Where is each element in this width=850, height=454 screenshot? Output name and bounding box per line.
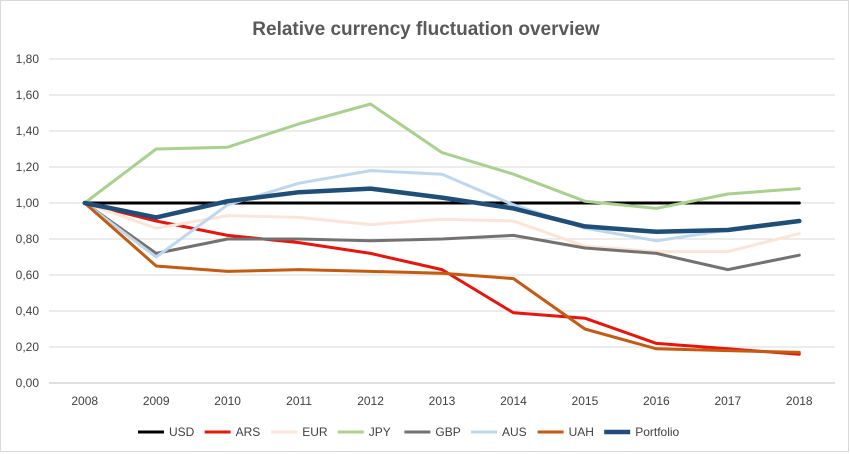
legend-item-gbp: GBP <box>404 425 461 439</box>
x-tick-label: 2016 <box>643 394 670 408</box>
series-line-eur <box>83 201 801 254</box>
x-tick-label: 2013 <box>429 394 456 408</box>
legend-item-portfolio: Portfolio <box>604 425 680 439</box>
x-tick-label: 2010 <box>214 394 241 408</box>
y-tick-label: 0,40 <box>16 304 40 318</box>
legend-label: USD <box>169 425 195 439</box>
series-lines <box>82 102 802 356</box>
x-tick-label: 2012 <box>357 394 384 408</box>
chart-title: Relative currency fluctuation overview <box>252 19 600 40</box>
series-line-aus <box>83 169 801 259</box>
gridlines <box>49 58 835 384</box>
series-line-jpy <box>83 102 801 210</box>
legend-item-uah: UAH <box>537 425 594 439</box>
legend-label: EUR <box>302 425 328 439</box>
x-tick-label: 2017 <box>714 394 741 408</box>
legend: USD ARS EUR JPY GBP AUS UAH Portfolio <box>138 425 680 439</box>
y-axis-ticks: 0,00 0,20 0,40 0,60 0,80 1,00 1,20 1,40 1,60 1,80 <box>16 52 40 390</box>
series-line-gbp <box>83 201 801 272</box>
legend-label: Portfolio <box>635 425 679 439</box>
legend-label: AUS <box>502 425 527 439</box>
legend-label: JPY <box>369 425 391 439</box>
legend-item-usd: USD <box>138 425 195 439</box>
y-tick-label: 0,60 <box>16 268 40 282</box>
x-tick-label: 2009 <box>143 394 170 408</box>
legend-item-aus: AUS <box>471 425 527 439</box>
legend-item-ars: ARS <box>204 425 261 439</box>
x-tick-label: 2011 <box>286 394 312 408</box>
y-tick-label: 0,00 <box>16 376 40 390</box>
y-tick-label: 1,60 <box>16 88 40 102</box>
y-tick-label: 0,20 <box>16 340 40 354</box>
y-tick-label: 1,20 <box>16 160 40 174</box>
legend-label: GBP <box>435 425 460 439</box>
y-tick-label: 1,00 <box>16 196 40 210</box>
x-axis-ticks: 2008 2009 2010 2011 2012 2013 2014 2015 2016 2017… <box>71 394 813 408</box>
legend-label: ARS <box>236 425 261 439</box>
x-tick-label: 2015 <box>572 394 599 408</box>
y-tick-label: 1,40 <box>16 124 40 138</box>
legend-label: UAH <box>569 425 594 439</box>
series-line-ars <box>83 201 801 356</box>
x-tick-label: 2014 <box>500 394 527 408</box>
legend-item-eur: EUR <box>271 425 328 439</box>
y-tick-label: 1,80 <box>16 52 40 66</box>
series-line-uah <box>83 201 801 354</box>
legend-item-jpy: JPY <box>337 425 391 439</box>
y-tick-label: 0,80 <box>16 232 40 246</box>
x-tick-label: 2008 <box>71 394 98 408</box>
series-line-portfolio <box>82 186 802 235</box>
x-tick-label: 2018 <box>786 394 813 408</box>
